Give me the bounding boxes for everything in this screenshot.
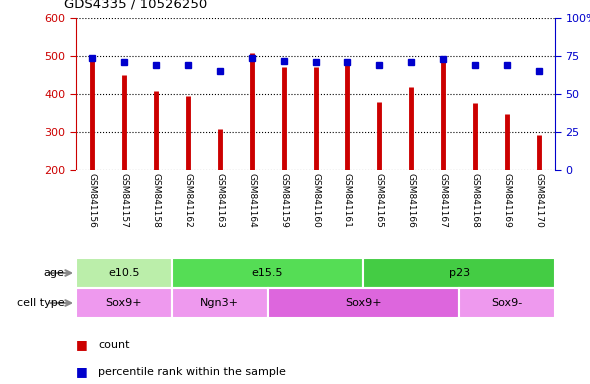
Text: e10.5: e10.5 [108,268,140,278]
Text: GSM841165: GSM841165 [375,173,384,227]
Text: Sox9+: Sox9+ [106,298,142,308]
Text: Sox9+: Sox9+ [345,298,382,308]
Text: ■: ■ [76,365,88,378]
Text: GSM841166: GSM841166 [407,173,416,227]
Text: GSM841170: GSM841170 [535,173,543,227]
Text: GSM841157: GSM841157 [119,173,129,227]
Text: GSM841169: GSM841169 [503,173,512,227]
Text: GSM841161: GSM841161 [343,173,352,227]
Text: GSM841159: GSM841159 [279,173,288,227]
Text: ■: ■ [76,338,88,351]
Bar [76,288,172,318]
Text: GSM841168: GSM841168 [471,173,480,227]
Text: age: age [43,268,64,278]
Text: GSM841164: GSM841164 [247,173,256,227]
Text: GSM841162: GSM841162 [183,173,192,227]
Text: GSM841158: GSM841158 [151,173,160,227]
Bar [76,258,172,288]
Text: percentile rank within the sample: percentile rank within the sample [99,367,286,377]
Bar [363,258,555,288]
Text: e15.5: e15.5 [252,268,283,278]
Text: GDS4335 / 10526250: GDS4335 / 10526250 [64,0,208,10]
Bar [268,288,459,318]
Text: GSM841160: GSM841160 [311,173,320,227]
Bar [459,288,555,318]
Bar [172,258,363,288]
Text: GSM841163: GSM841163 [215,173,224,227]
Text: cell type: cell type [17,298,64,308]
Text: count: count [99,340,130,350]
Bar [172,288,268,318]
Text: Sox9-: Sox9- [491,298,523,308]
Text: Ngn3+: Ngn3+ [200,298,239,308]
Text: p23: p23 [448,268,470,278]
Text: GSM841156: GSM841156 [87,173,97,227]
Text: GSM841167: GSM841167 [439,173,448,227]
